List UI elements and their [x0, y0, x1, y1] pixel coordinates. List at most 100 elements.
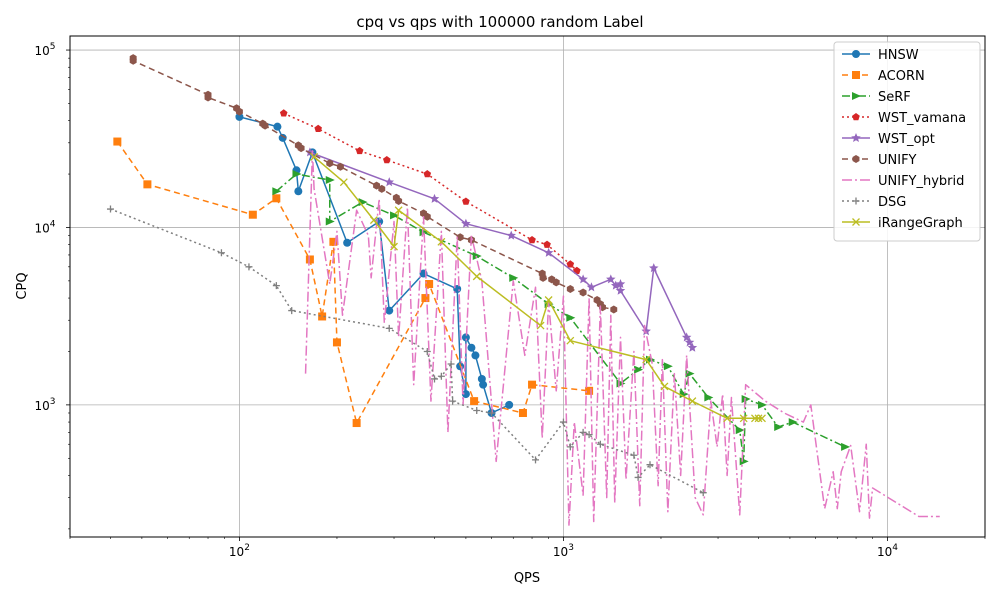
data-point-dsg: [646, 461, 654, 469]
data-point-unify: [552, 278, 560, 287]
data-point-unify: [373, 181, 381, 190]
data-point-acorn: [248, 210, 257, 219]
x-tick-label: 102: [229, 543, 250, 559]
legend-item-irangegraph: iRangeGraph: [842, 216, 963, 231]
data-point-irangegraph: [390, 242, 398, 251]
data-point-serf: [774, 423, 784, 432]
data-point-wst-vamana: [543, 240, 551, 248]
legend-item-hnsw: HNSW: [842, 48, 919, 63]
data-point-irangegraph: [758, 414, 766, 423]
series-dsg: [106, 205, 707, 497]
data-point-irangegraph: [723, 414, 732, 423]
data-point-wst-opt: [687, 342, 698, 352]
series-acorn: [113, 137, 594, 428]
data-point-dsg: [431, 375, 439, 383]
data-point-wst-opt: [615, 285, 626, 295]
data-point-wst-vamana: [279, 109, 288, 117]
data-point-unify: [297, 144, 305, 153]
data-point-wst-opt: [649, 263, 659, 273]
data-point-serf: [663, 362, 673, 371]
data-point-hnsw: [505, 400, 514, 409]
data-point-wst-opt: [543, 247, 554, 257]
data-point-hnsw: [467, 343, 476, 352]
data-point-acorn: [113, 137, 122, 146]
data-point-irangegraph: [642, 355, 651, 364]
series-irangegraph: [310, 152, 766, 423]
data-point-dsg: [585, 431, 593, 439]
data-point-wst-vamana: [528, 235, 536, 244]
y-tick-label: 104: [34, 219, 55, 235]
legend-marker: [852, 92, 861, 100]
data-point-irangegraph: [544, 296, 553, 304]
legend-label: SeRF: [878, 90, 911, 105]
data-point-dsg: [566, 443, 574, 451]
legend-marker: [851, 133, 861, 143]
series-line-wst-vamana: [283, 112, 578, 272]
data-point-wst-vamana: [383, 156, 391, 164]
data-point-wst-opt: [615, 279, 626, 289]
x-tick-label: 103: [553, 543, 574, 559]
data-point-wst-opt: [429, 193, 440, 203]
data-point-serf: [741, 394, 751, 403]
data-point-serf: [325, 176, 335, 185]
legend-label: DSG: [878, 195, 906, 210]
data-point-irangegraph: [566, 336, 575, 345]
legend-marker: [852, 113, 860, 121]
series-unify-hybrid: [304, 150, 940, 526]
data-point-irangegraph: [754, 414, 763, 423]
data-point-irangegraph: [369, 216, 378, 225]
data-point-irangegraph: [339, 178, 348, 187]
y-tick-label: 105: [34, 42, 55, 58]
data-point-dsg: [447, 360, 455, 368]
data-point-serf: [735, 426, 745, 435]
legend-label: ACORN: [878, 69, 925, 84]
data-point-serf: [634, 365, 644, 374]
data-point-dsg: [634, 473, 642, 481]
data-point-acorn: [332, 338, 341, 347]
legend-item-unify-hybrid: UNIFY_hybrid: [842, 174, 964, 189]
data-point-acorn: [470, 397, 479, 406]
data-point-dsg: [596, 440, 604, 448]
data-point-irangegraph: [660, 382, 669, 391]
legend-label: UNIFY: [878, 153, 917, 168]
data-point-dsg: [385, 324, 393, 332]
data-point-serf: [390, 211, 400, 220]
data-point-dsg: [630, 451, 638, 459]
data-point-dsg: [579, 428, 587, 436]
legend-marker: [852, 197, 860, 205]
legend: HNSW ACORN SeRF WST_vamana WST_opt UNIFY UNIFY…: [833, 41, 981, 242]
data-point-unify: [456, 233, 464, 242]
y-axis-label: CPQ: [15, 272, 30, 299]
data-point-unify: [566, 284, 574, 293]
x-axis-label: QPS: [514, 571, 540, 586]
data-point-acorn: [518, 408, 527, 417]
data-point-dsg: [272, 282, 280, 290]
series-layer: [106, 54, 940, 526]
data-point-unify: [336, 162, 344, 171]
data-point-unify: [395, 196, 403, 205]
data-point-unify: [579, 288, 587, 297]
data-point-serf: [841, 442, 851, 451]
data-point-dsg: [449, 397, 457, 405]
data-point-dsg: [699, 489, 707, 497]
data-point-unify: [423, 212, 431, 221]
data-point-hnsw: [273, 122, 282, 131]
data-point-hnsw: [278, 133, 287, 142]
data-point-serf: [472, 252, 482, 261]
data-point-unify: [539, 273, 547, 282]
data-point-unify: [378, 184, 386, 193]
data-point-unify: [129, 56, 137, 65]
data-point-serf: [757, 400, 767, 409]
data-point-wst-opt: [461, 218, 471, 228]
data-point-dsg: [559, 418, 567, 426]
data-point-acorn: [143, 180, 152, 189]
data-point-hnsw: [471, 351, 480, 360]
legend-label: WST_vamana: [878, 111, 966, 126]
chart-title: cpq vs qps with 100000 random Label: [356, 13, 643, 31]
legend-item-unify: UNIFY: [842, 153, 917, 168]
data-point-wst-opt: [506, 230, 516, 240]
data-point-serf: [272, 187, 282, 196]
data-point-hnsw: [461, 333, 470, 342]
